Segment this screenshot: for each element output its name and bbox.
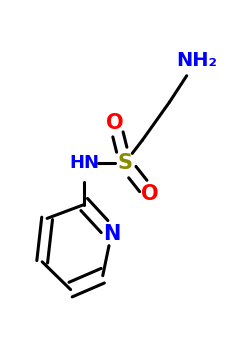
Text: NH₂: NH₂ xyxy=(176,51,217,70)
Text: S: S xyxy=(118,153,132,173)
Text: HN: HN xyxy=(69,154,99,172)
Text: O: O xyxy=(141,184,158,204)
Text: O: O xyxy=(106,113,124,133)
Text: N: N xyxy=(103,224,120,244)
